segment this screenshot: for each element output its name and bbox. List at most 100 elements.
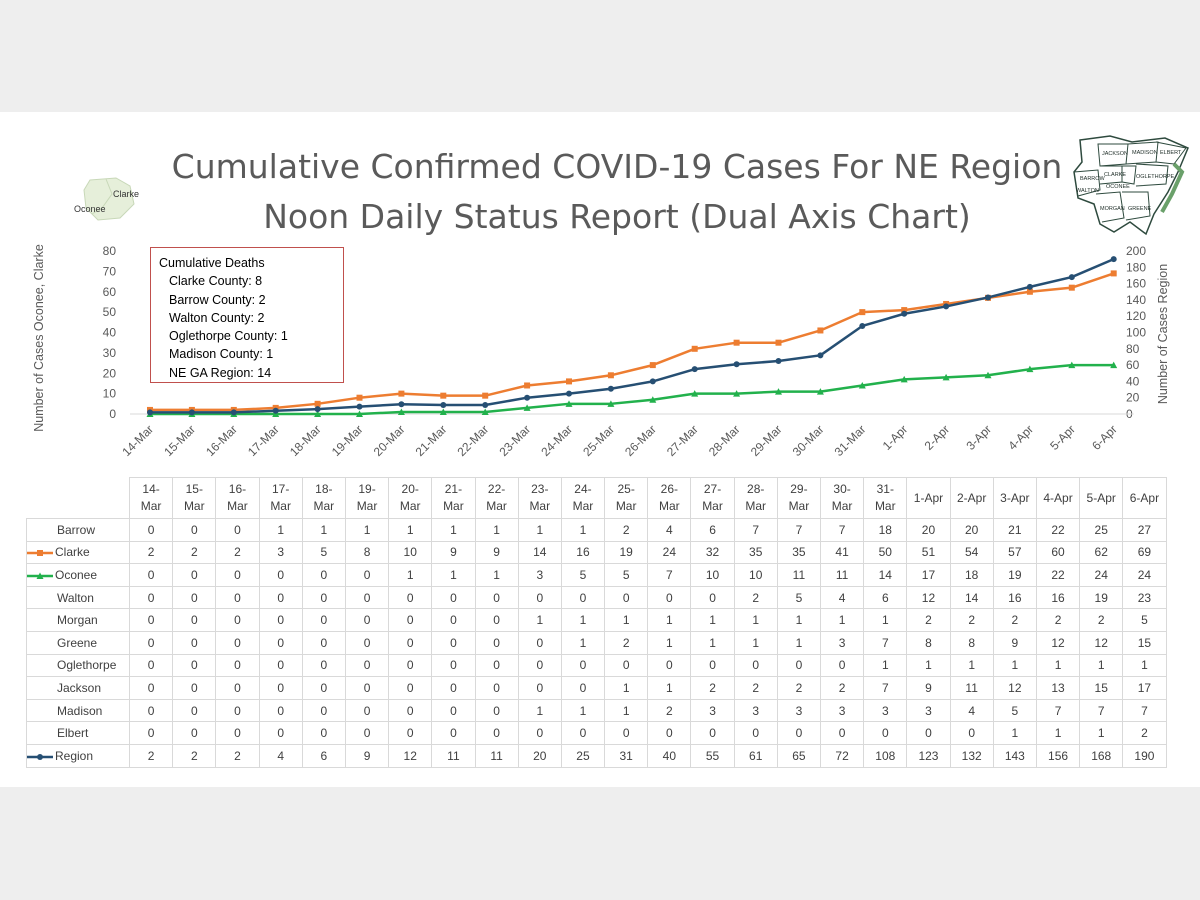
table-cell: 16 [992,585,1037,610]
table-cell: 0 [128,585,174,610]
table-cell: 0 [474,585,519,610]
row-label: Greene [26,630,130,655]
table-cell: 0 [560,585,606,610]
table-cell: 2 [128,540,174,565]
table-cell: 1 [690,630,735,655]
data-point-oconee [607,400,615,407]
table-cell: 4 [258,743,303,768]
y-right-tick-label: 20 [1126,391,1140,405]
table-cell: 1 [604,608,649,632]
table-row: Barrow 0 0 0 1 1 1 1 1 1 1 1 2 4 6 7 7 7 18 20 20 21 22 25 27 [26,518,1167,542]
row-label-text: Elbert [57,726,89,741]
data-point-oconee [523,404,531,411]
table-cell: 1 [776,608,822,632]
data-point-region [566,390,572,397]
table-cell: 168 [1079,743,1124,768]
table-cell: 55 [690,743,735,768]
x-tick-label: 25-Mar [580,422,617,459]
table-cell: 14 [517,540,562,565]
table-cell: 24 [1079,563,1124,587]
table-cell: 20 [906,518,951,542]
y-right-tick-label: 80 [1126,342,1140,356]
data-point-oconee [356,410,363,417]
data-point-clarke [1068,284,1075,291]
data-table: 14- Mar 15- Mar 16- Mar 17- Mar 18- Mar 19- Mar 20- M… [26,477,1167,768]
table-column-header: 23- Mar [517,477,562,519]
table-cell: 0 [560,653,606,678]
deaths-line: Oglethorpe County: 1 [169,329,288,344]
table-cell: 0 [172,676,217,700]
table-column-header: 20- Mar [388,477,433,519]
x-tick-label: 4-Apr [1005,422,1036,453]
table-cell: 0 [301,563,346,587]
table-cell: 2 [776,676,822,700]
table-cell: 0 [474,608,519,632]
table-cell: 0 [647,585,692,610]
data-point-region [147,409,153,416]
row-label-text: Oglethorpe [57,658,117,673]
table-cell: 0 [690,721,735,745]
y-left-tick-label: 60 [103,285,117,299]
table-cell: 40 [647,743,692,768]
table-cell: 1 [949,653,994,678]
table-cell: 24 [647,540,692,565]
table-cell: 0 [517,721,562,745]
table-cell: 12 [388,743,433,768]
table-cell: 14 [949,585,994,610]
x-tick-label: 6-Apr [1089,422,1120,453]
table-cell: 0 [301,698,346,723]
table-cell: 0 [172,563,217,587]
table-cell: 72 [819,743,865,768]
table-cell: 57 [992,540,1037,565]
table-cell: 20 [949,518,994,542]
left-y-axis: 0 10 20 30 40 50 60 70 80 [103,244,117,421]
table-cell: 4 [647,518,692,542]
table-cell: 123 [906,743,951,768]
x-tick-label: 16-Mar [203,422,240,459]
data-point-oconee [858,381,866,389]
table-cell: 19 [1079,585,1124,610]
table-cell: 0 [172,721,217,745]
table-header-row: 14- Mar 15- Mar 16- Mar 17- Mar 18- Mar 19- Mar 20- M… [26,477,1167,519]
y-left-tick-label: 10 [103,387,117,401]
data-point-clarke [733,339,740,346]
table-row: Jackson 0 0 0 0 0 0 0 0 0 0 0 1 1 2 2 2 2 7 9 11 12 13 15 17 [26,676,1167,700]
map-label-greene: GREENE [1128,206,1152,212]
table-cell: 2 [1079,608,1124,632]
series-line-clarke [150,272,1115,412]
series-layer [146,256,1118,417]
table-cell: 60 [1035,540,1081,565]
table-cell: 8 [344,540,390,565]
table-cell: 0 [388,653,433,678]
table-cell: 1 [647,676,692,700]
table-cell: 190 [1122,743,1167,768]
y-left-tick-label: 80 [103,244,117,258]
table-cell: 4 [949,698,994,723]
row-label: Oglethorpe [26,653,130,678]
table-cell: 22 [1035,518,1081,542]
table-cell: 143 [992,743,1037,768]
table-cell: 0 [776,653,822,678]
table-cell: 0 [388,585,433,610]
map-label-barrow: BARROW [1080,176,1106,182]
table-cell: 1 [1122,653,1167,678]
data-point-oconee [397,408,405,415]
table-cell: 0 [301,721,346,745]
table-cell: 62 [1079,540,1124,565]
table-cell: 54 [949,540,994,565]
table-cell: 0 [172,698,217,723]
table-cell: 5 [604,563,649,587]
data-point-clarke [314,400,321,407]
x-tick-label: 14-Mar [119,422,156,459]
table-cell: 0 [301,653,346,678]
table-cell: 0 [474,676,519,700]
y-left-tick-label: 0 [109,407,116,421]
table-cell: 69 [1122,540,1167,565]
series-line-oconee [150,363,1114,416]
table-column-header: 14- Mar [128,477,174,519]
table-corner [26,477,130,519]
table-cell: 0 [647,721,692,745]
table-cell: 1 [863,608,908,632]
map-label-oglethorpe: OGLETHORPE [1136,174,1175,180]
table-cell: 0 [128,698,174,723]
